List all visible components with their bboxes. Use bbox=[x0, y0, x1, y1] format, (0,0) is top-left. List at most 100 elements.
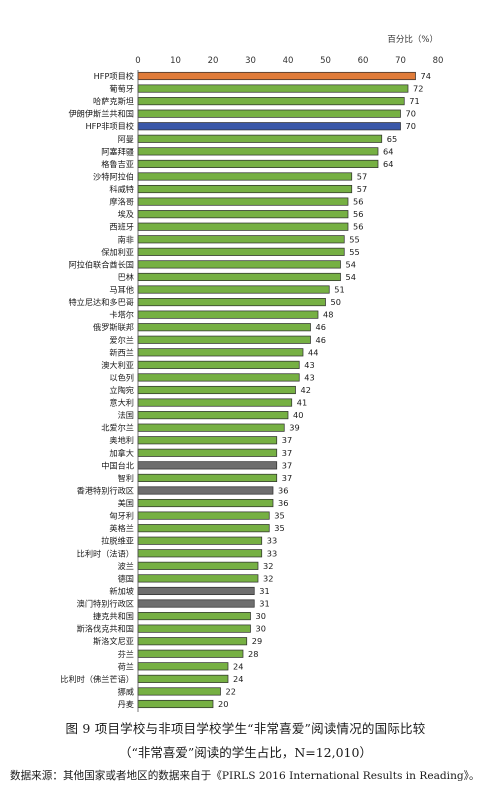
category-label: 沙特阿拉伯 bbox=[93, 171, 134, 181]
bar bbox=[137, 335, 311, 344]
bar bbox=[137, 197, 349, 206]
bar bbox=[137, 298, 326, 307]
value-label: 20 bbox=[218, 699, 228, 709]
category-label: 丹麦 bbox=[118, 699, 134, 709]
bar bbox=[137, 612, 251, 621]
category-label: 西班牙 bbox=[109, 222, 134, 232]
category-label: 斯洛伐克共和国 bbox=[77, 624, 134, 634]
source-note: 数据来源：其他国家或者地区的数据来自于《PIRLS 2016 Internati… bbox=[10, 770, 480, 782]
category-label: 德国 bbox=[118, 573, 134, 583]
value-label: 37 bbox=[282, 473, 292, 483]
category-label: 奥地利 bbox=[109, 435, 134, 445]
category-label: 智利 bbox=[118, 473, 134, 483]
value-label: 48 bbox=[323, 310, 333, 320]
bar bbox=[137, 147, 379, 156]
bar bbox=[137, 411, 289, 420]
value-label: 74 bbox=[421, 71, 431, 81]
category-label: 立陶宛 bbox=[109, 385, 134, 395]
bar bbox=[137, 423, 285, 432]
category-label: 巴林 bbox=[118, 272, 134, 282]
x-tick-label: 70 bbox=[395, 56, 406, 66]
category-label: 阿塞拜疆 bbox=[101, 146, 134, 156]
axis-title: 百分比（%） bbox=[387, 34, 438, 45]
category-label: 荷兰 bbox=[118, 661, 134, 671]
bar bbox=[137, 536, 263, 545]
x-tick-label: 20 bbox=[208, 56, 219, 66]
figure-caption: 图 9 项目学校与非项目学校学生“非常喜爱”阅读情况的国际比较 bbox=[65, 721, 426, 736]
category-label: HFP非项目校 bbox=[85, 121, 134, 131]
bar bbox=[137, 398, 293, 407]
bar bbox=[137, 586, 255, 596]
x-tick-label: 0 bbox=[135, 56, 140, 66]
category-label: 匈牙利 bbox=[109, 511, 134, 521]
x-tick-label: 80 bbox=[433, 56, 444, 66]
category-label: 阿拉伯联合酋长国 bbox=[68, 259, 134, 269]
category-label: 芬兰 bbox=[118, 649, 134, 659]
category-label: 澳大利亚 bbox=[101, 360, 134, 370]
value-label: 64 bbox=[383, 146, 393, 156]
value-label: 32 bbox=[263, 561, 273, 571]
value-label: 70 bbox=[406, 109, 416, 119]
category-label: 哈萨克斯坦 bbox=[93, 96, 134, 106]
value-label: 65 bbox=[387, 134, 397, 144]
value-label: 36 bbox=[278, 485, 288, 495]
bar bbox=[137, 549, 263, 558]
bar bbox=[137, 109, 401, 118]
bar bbox=[137, 222, 349, 231]
category-label: 拉脱维亚 bbox=[101, 536, 134, 546]
value-label: 43 bbox=[304, 372, 314, 382]
value-label: 24 bbox=[233, 674, 243, 684]
value-label: 36 bbox=[278, 498, 288, 508]
value-label: 55 bbox=[349, 234, 359, 244]
bar bbox=[137, 360, 300, 369]
bar bbox=[137, 247, 345, 256]
bar bbox=[137, 473, 278, 482]
category-label: 北爱尔兰 bbox=[101, 423, 134, 433]
value-label: 51 bbox=[334, 285, 344, 295]
value-label: 57 bbox=[357, 184, 367, 194]
bar bbox=[137, 184, 353, 194]
value-label: 35 bbox=[274, 511, 284, 521]
bar bbox=[137, 210, 349, 219]
x-tick-label: 10 bbox=[170, 56, 181, 66]
category-label: 澳门特别行政区 bbox=[77, 599, 134, 609]
bar bbox=[137, 498, 274, 508]
value-label: 37 bbox=[282, 448, 292, 458]
category-label: 俄罗斯联邦 bbox=[93, 322, 134, 332]
bar bbox=[137, 272, 341, 282]
bar bbox=[137, 285, 330, 294]
value-label: 30 bbox=[256, 611, 266, 621]
value-label: 37 bbox=[282, 460, 292, 470]
value-label: 28 bbox=[248, 649, 258, 659]
value-label: 33 bbox=[267, 536, 277, 546]
value-label: 70 bbox=[406, 121, 416, 131]
value-label: 64 bbox=[383, 159, 393, 169]
bar bbox=[137, 524, 270, 533]
value-label: 54 bbox=[346, 272, 356, 282]
value-labels: 7472717070656464575756565655555454515048… bbox=[211, 71, 431, 712]
value-label: 22 bbox=[226, 686, 236, 696]
category-label: 中国台北 bbox=[101, 460, 134, 470]
bar bbox=[137, 323, 311, 332]
category-label: 埃及 bbox=[118, 209, 134, 219]
bar bbox=[137, 674, 229, 683]
figure-subcaption: （“非常喜爱”阅读的学生占比，N=12,010） bbox=[119, 745, 372, 760]
bar bbox=[137, 172, 353, 181]
category-label: 挪威 bbox=[118, 686, 134, 696]
bar bbox=[137, 122, 401, 131]
bars-group bbox=[137, 71, 416, 709]
value-label: 57 bbox=[357, 171, 367, 181]
value-label: 29 bbox=[252, 636, 262, 646]
value-label: 24 bbox=[233, 661, 243, 671]
value-label: 37 bbox=[282, 435, 292, 445]
bar bbox=[137, 448, 278, 457]
bar bbox=[137, 511, 270, 520]
bar bbox=[137, 561, 259, 570]
value-label: 55 bbox=[349, 247, 359, 257]
value-label: 31 bbox=[259, 599, 269, 609]
category-label: 葡萄牙 bbox=[109, 84, 134, 94]
bar bbox=[137, 260, 341, 269]
value-label: 71 bbox=[409, 96, 419, 106]
category-label: 比利时（法语） bbox=[77, 548, 134, 558]
